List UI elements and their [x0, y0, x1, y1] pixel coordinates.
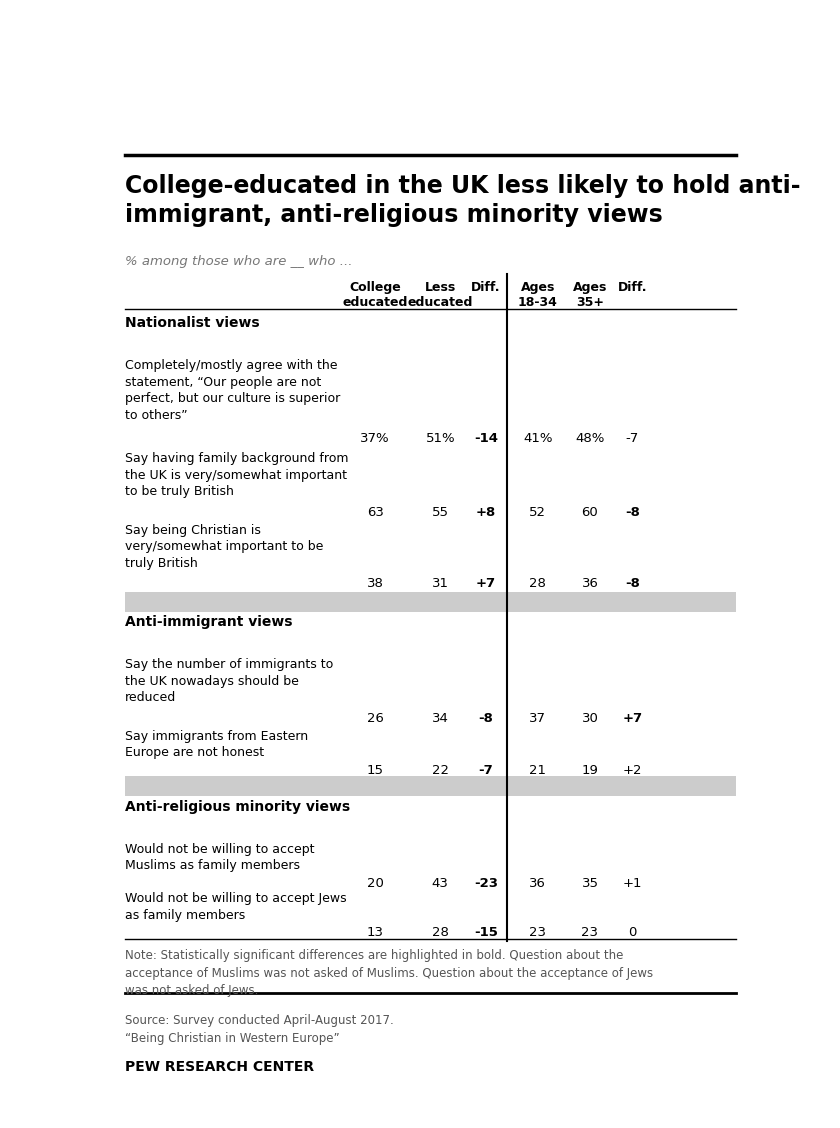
Text: -7: -7 — [479, 764, 493, 777]
Text: Anti-religious minority views: Anti-religious minority views — [124, 800, 349, 813]
Text: 21: 21 — [529, 764, 546, 777]
Text: Diff.: Diff. — [617, 281, 647, 294]
Text: Diff.: Diff. — [471, 281, 501, 294]
Text: 23: 23 — [529, 926, 546, 940]
Bar — [124, 592, 737, 613]
Text: +8: +8 — [475, 505, 496, 519]
Text: Ages
35+: Ages 35+ — [573, 281, 607, 309]
Text: -15: -15 — [474, 926, 498, 940]
Text: Source: Survey conducted April-August 2017.
“Being Christian in Western Europe”: Source: Survey conducted April-August 20… — [124, 1014, 393, 1045]
Text: 28: 28 — [432, 926, 449, 940]
Text: Say having family background from
the UK is very/somewhat important
to be truly : Say having family background from the UK… — [124, 452, 348, 499]
Text: 36: 36 — [529, 876, 546, 890]
Text: 37: 37 — [529, 712, 546, 725]
Text: +1: +1 — [622, 876, 642, 890]
Text: 37%: 37% — [360, 432, 390, 444]
Text: +7: +7 — [622, 712, 643, 725]
Text: 36: 36 — [581, 578, 598, 590]
Bar — [124, 776, 737, 796]
Text: -8: -8 — [625, 578, 640, 590]
Text: +2: +2 — [622, 764, 642, 777]
Text: 48%: 48% — [575, 432, 605, 444]
Text: Ages
18-34: Ages 18-34 — [518, 281, 558, 309]
Text: Completely/mostly agree with the
statement, “Our people are not
perfect, but our: Completely/mostly agree with the stateme… — [124, 359, 339, 422]
Text: 20: 20 — [367, 876, 384, 890]
Text: 26: 26 — [367, 712, 384, 725]
Text: -23: -23 — [474, 876, 498, 890]
Text: Say immigrants from Eastern
Europe are not honest: Say immigrants from Eastern Europe are n… — [124, 730, 307, 759]
Text: 43: 43 — [432, 876, 449, 890]
Text: 23: 23 — [581, 926, 598, 940]
Text: Less
educated: Less educated — [407, 281, 473, 309]
Text: -8: -8 — [479, 712, 493, 725]
Text: 52: 52 — [529, 505, 546, 519]
Text: 30: 30 — [581, 712, 598, 725]
Text: Would not be willing to accept
Muslims as family members: Would not be willing to accept Muslims a… — [124, 843, 314, 872]
Text: Nationalist views: Nationalist views — [124, 316, 260, 331]
Text: 19: 19 — [581, 764, 598, 777]
Text: 13: 13 — [367, 926, 384, 940]
Text: College-educated in the UK less likely to hold anti-
immigrant, anti-religious m: College-educated in the UK less likely t… — [124, 175, 800, 227]
Text: 0: 0 — [628, 926, 637, 940]
Text: Anti-immigrant views: Anti-immigrant views — [124, 616, 292, 629]
Text: Would not be willing to accept Jews
as family members: Would not be willing to accept Jews as f… — [124, 892, 346, 922]
Text: 55: 55 — [432, 505, 449, 519]
Text: 34: 34 — [432, 712, 449, 725]
Text: -8: -8 — [625, 505, 640, 519]
Text: +7: +7 — [475, 578, 496, 590]
Text: -14: -14 — [474, 432, 498, 444]
Text: 22: 22 — [432, 764, 449, 777]
Text: 35: 35 — [581, 876, 598, 890]
Text: 60: 60 — [581, 505, 598, 519]
Text: 31: 31 — [432, 578, 449, 590]
Text: -7: -7 — [626, 432, 639, 444]
Text: PEW RESEARCH CENTER: PEW RESEARCH CENTER — [124, 1059, 313, 1074]
Text: Say the number of immigrants to
the UK nowadays should be
reduced: Say the number of immigrants to the UK n… — [124, 659, 333, 704]
Text: 15: 15 — [367, 764, 384, 777]
Text: 51%: 51% — [425, 432, 455, 444]
Text: Say being Christian is
very/somewhat important to be
truly British: Say being Christian is very/somewhat imp… — [124, 523, 323, 570]
Text: Note: Statistically significant differences are highlighted in bold. Question ab: Note: Statistically significant differen… — [124, 949, 653, 997]
Text: 63: 63 — [367, 505, 384, 519]
Text: 41%: 41% — [523, 432, 553, 444]
Text: % among those who are __ who ...: % among those who are __ who ... — [124, 255, 352, 268]
Text: College
educated: College educated — [343, 281, 408, 309]
Text: 38: 38 — [367, 578, 384, 590]
Text: 28: 28 — [529, 578, 546, 590]
